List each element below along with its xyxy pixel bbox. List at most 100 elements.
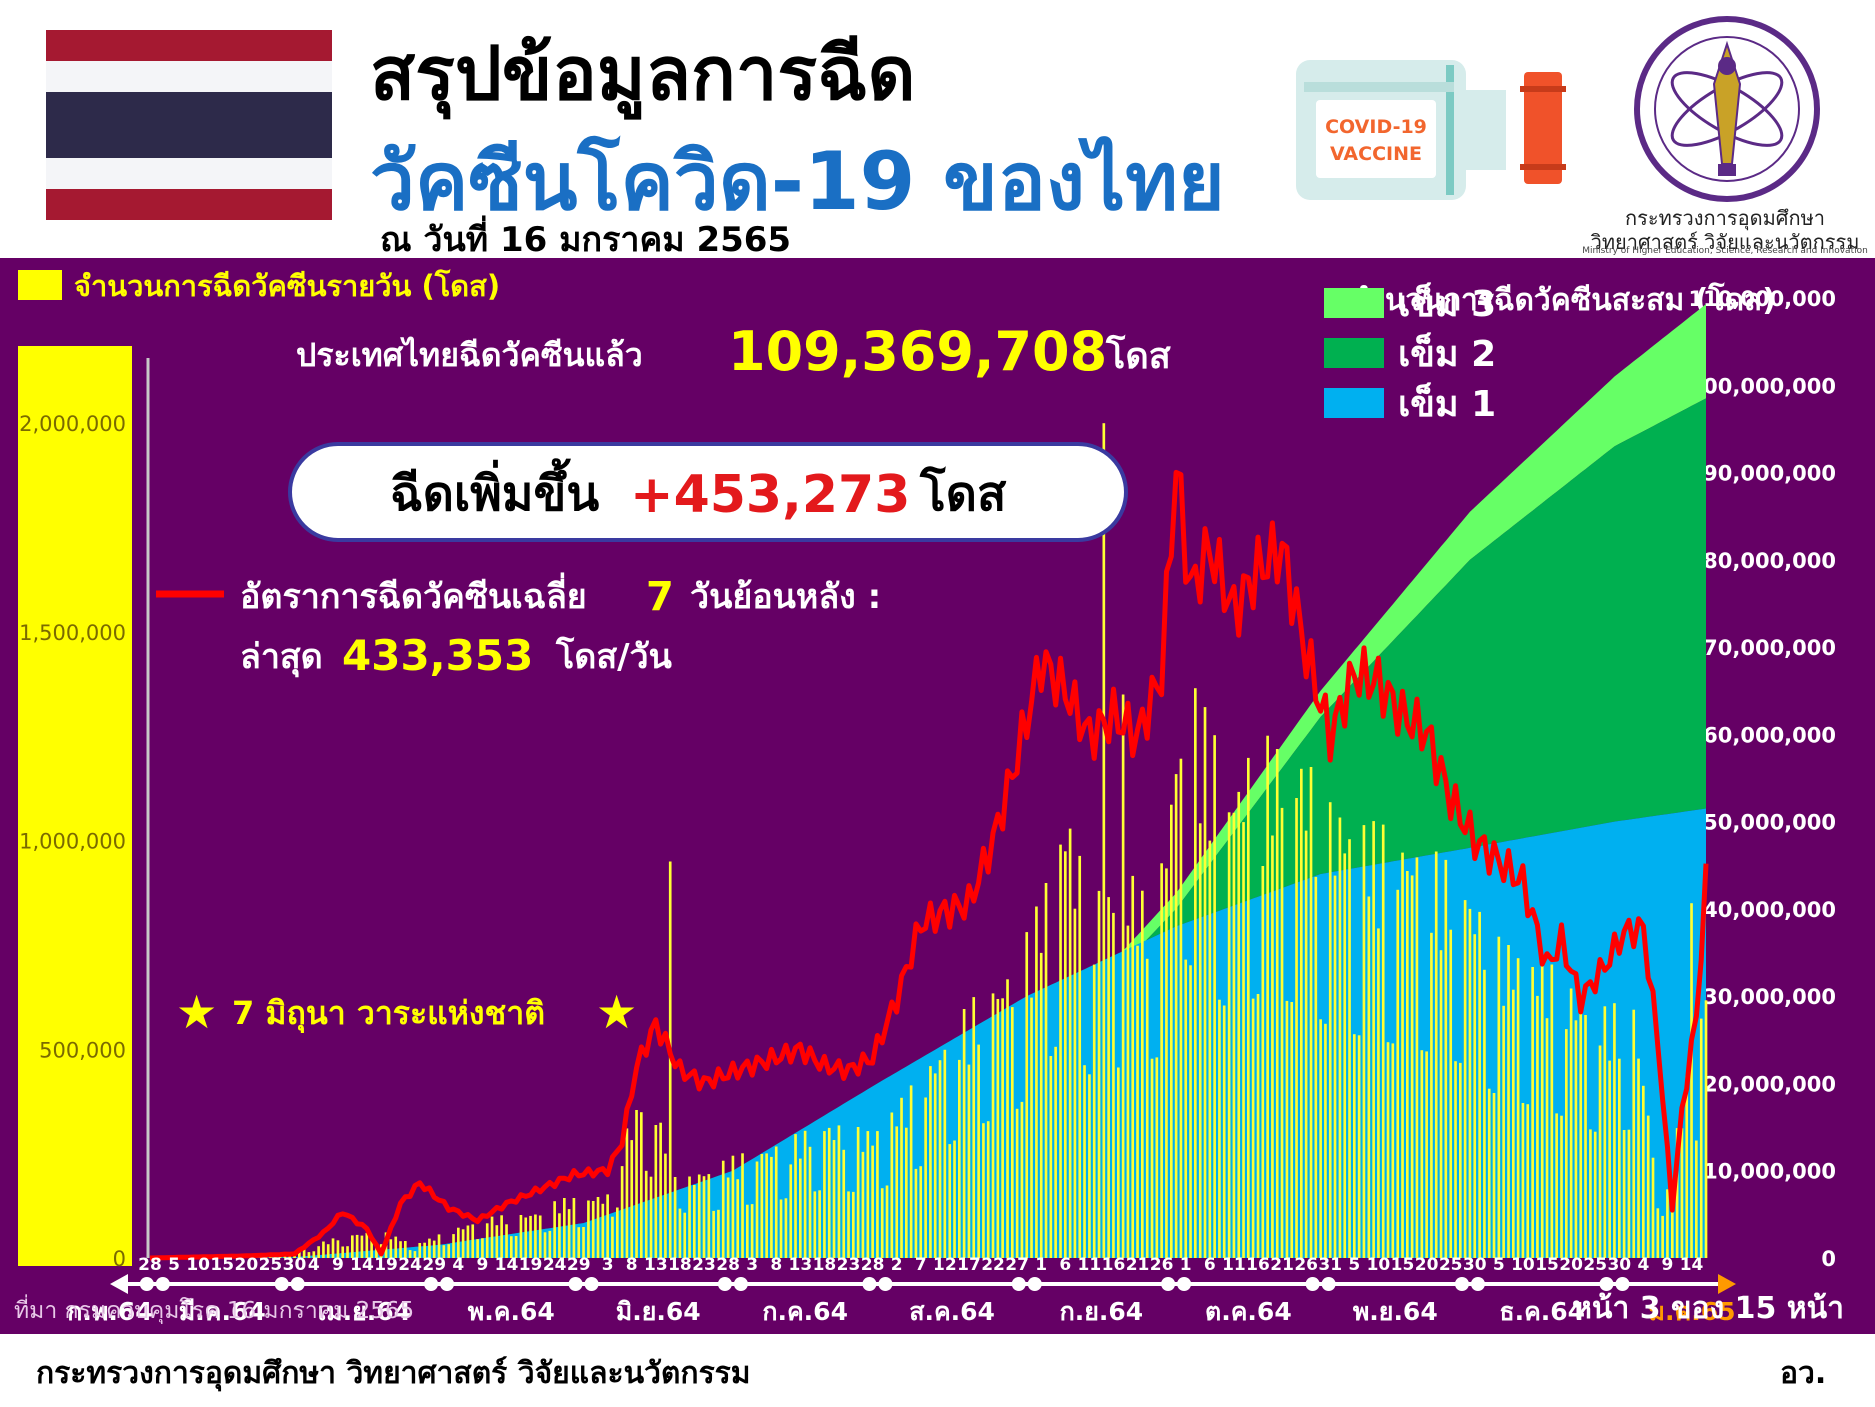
daily-bar [914, 1168, 918, 1258]
daily-bar [919, 1166, 923, 1258]
timeline-day-label: 21 [1270, 1255, 1294, 1275]
daily-bar [577, 1227, 581, 1258]
daily-bar [457, 1227, 460, 1258]
timeline-month-dot [1027, 1277, 1042, 1291]
legend: เข็ม 3 เข็ม 2 เข็ม 1 [1324, 281, 1496, 425]
daily-bar [1396, 889, 1400, 1258]
daily-bar [442, 1245, 446, 1258]
total-label: ประเทศไทยฉีดวัคซีนแล้ว [296, 336, 643, 374]
daily-bar [529, 1215, 532, 1258]
daily-bar [346, 1246, 349, 1258]
daily-bar [1439, 950, 1443, 1258]
daily-bar [1584, 1015, 1587, 1258]
daily-bar [399, 1241, 402, 1258]
timeline-day-label: 14 [350, 1255, 374, 1275]
daily-bar [616, 1207, 619, 1258]
daily-bar [1406, 871, 1409, 1258]
avg-latest-unit: โดส/วัน [555, 636, 672, 677]
timeline-month-dot [1305, 1277, 1320, 1291]
right-tick-label: 10,000,000 [1703, 1160, 1836, 1184]
daily-bar [519, 1215, 523, 1258]
daily-bar [620, 1166, 624, 1258]
timeline-month-label: ธ.ค.64 [1499, 1297, 1585, 1326]
daily-bar [885, 1185, 889, 1258]
daily-bar [847, 1191, 850, 1258]
timeline-day-label: 9 [476, 1255, 488, 1275]
daily-bar [1420, 1050, 1424, 1258]
timeline-month-label: ก.ค.64 [762, 1297, 848, 1326]
daily-bar [466, 1225, 470, 1258]
right-tick-label: 110,000,000 [1689, 287, 1836, 311]
daily-bar [500, 1215, 503, 1258]
right-tick-label: 30,000,000 [1703, 985, 1836, 1009]
daily-bar [1478, 911, 1481, 1258]
daily-bar [1589, 1129, 1592, 1258]
daily-bar [929, 1066, 932, 1258]
daily-bar [1454, 1061, 1457, 1258]
daily-bar [630, 1140, 634, 1258]
timeline-month-dot [155, 1277, 170, 1291]
daily-bar [1362, 825, 1366, 1258]
daily-bar [596, 1197, 600, 1258]
daily-bar [697, 1174, 701, 1258]
daily-bar [1357, 1035, 1361, 1258]
timeline-month-dot [584, 1277, 599, 1291]
daily-bar [1468, 908, 1472, 1258]
daily-bar [1174, 774, 1178, 1258]
timeline-day-label: 14 [1680, 1255, 1704, 1275]
daily-bar [1632, 1009, 1636, 1258]
daily-bar [1444, 859, 1448, 1258]
daily-bar [933, 1073, 937, 1258]
timeline-day-label: 10 [1367, 1255, 1391, 1275]
daily-bar [871, 1145, 874, 1258]
right-axis-ticks: 0 10,000,000 20,000,000 30,000,000 40,000,00… [1689, 287, 1836, 1271]
timeline-month-label: ก.พ.64 [67, 1297, 152, 1326]
timeline-day-label: 29 [422, 1255, 446, 1275]
left-axis-band [18, 346, 132, 1266]
daily-bar [1410, 875, 1414, 1258]
daily-bar [1459, 1062, 1462, 1258]
timeline-day-label: 29 [567, 1255, 591, 1275]
daily-bar [606, 1194, 609, 1258]
daily-bar [1483, 969, 1486, 1258]
daily-bar [1314, 876, 1318, 1258]
daily-bar [1372, 821, 1375, 1258]
timeline-day-label: 11 [1222, 1255, 1246, 1275]
daily-bar [1531, 967, 1534, 1258]
ministry-name-thai: กระทรวงการอุดมศึกษา วิทยาศาสตร์ วิจัยและ… [1580, 206, 1870, 254]
daily-bar [1150, 1058, 1154, 1258]
daily-bar [982, 1123, 985, 1258]
timeline-day-label: 3 [602, 1255, 614, 1275]
right-tick-label: 20,000,000 [1703, 1072, 1836, 1096]
daily-bar [423, 1242, 426, 1258]
avg-label-1: อัตราการฉีดวัคซีนเฉลี่ย [240, 572, 587, 617]
timeline-day-label: 30 [283, 1255, 307, 1275]
daily-bar [1401, 852, 1404, 1258]
timeline-day-label: 5 [168, 1255, 180, 1275]
daily-bar [1521, 1103, 1525, 1258]
footer-ministry-name: กระทรวงการอุดมศึกษา วิทยาศาสตร์ วิจัยและ… [36, 1356, 751, 1391]
daily-bar [432, 1240, 436, 1258]
daily-bar [278, 1256, 282, 1258]
daily-bar [1560, 1115, 1563, 1258]
timeline-arrow-left-icon [110, 1274, 128, 1294]
daily-bar [866, 1131, 870, 1258]
daily-bar [1671, 1183, 1674, 1258]
daily-bar [538, 1215, 542, 1258]
left-axis-ticks: 0 500,000 1,000,000 1,500,000 2,000,000 [19, 412, 126, 1271]
daily-bar [1251, 998, 1255, 1258]
timeline-day-label: 24 [398, 1255, 422, 1275]
daily-bar [1536, 995, 1539, 1258]
daily-bar [1391, 1043, 1395, 1258]
daily-bar [1208, 840, 1212, 1258]
daily-bar [774, 1146, 778, 1258]
daily-bar [1054, 1046, 1057, 1258]
daily-bar [553, 1201, 556, 1258]
daily-bar [654, 1125, 658, 1258]
timeline-day-label: 20 [1559, 1255, 1583, 1275]
daily-bar [1266, 735, 1269, 1258]
daily-bar [953, 1140, 956, 1258]
timeline-month-dot [1177, 1277, 1192, 1291]
daily-bars [153, 423, 1708, 1258]
timeline-day-label: 15 [1391, 1255, 1415, 1275]
